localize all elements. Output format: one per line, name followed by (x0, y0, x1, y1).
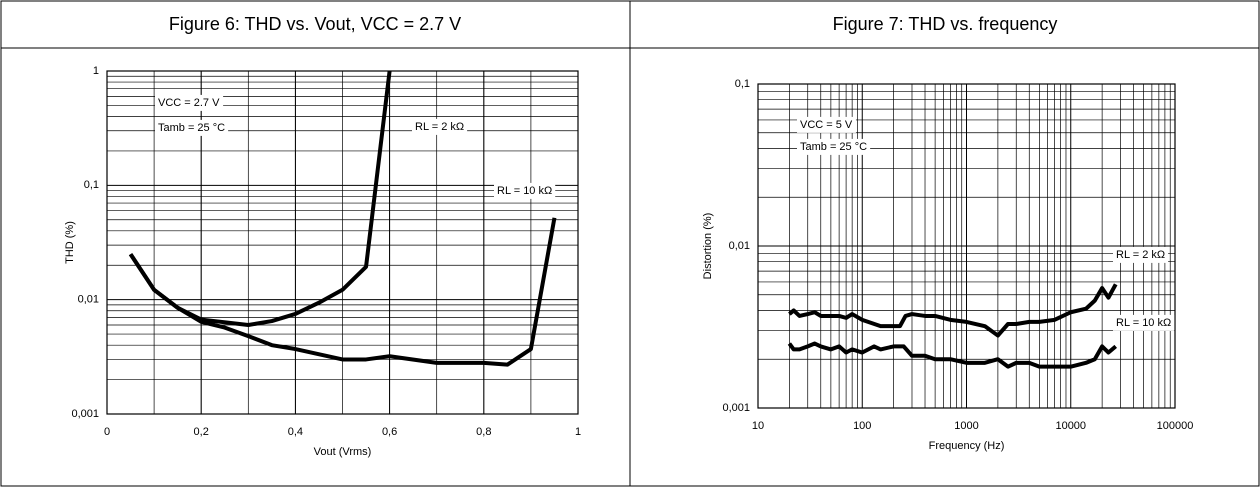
annotation-bg (797, 116, 856, 133)
series-label: RL = 10 kΩ (1116, 317, 1171, 329)
series-line (788, 283, 1118, 338)
chart-title: Figure 7: THD vs. frequency (833, 14, 1058, 34)
annotation: VCC = 2.7 V (158, 97, 220, 109)
annotation: Tamb = 25 °C (800, 141, 867, 153)
series-label-bg (412, 118, 468, 135)
series-line (787, 341, 1118, 369)
x-tick-label: 0 (104, 426, 110, 438)
y-tick-label: 0,1 (735, 78, 750, 90)
y-tick-label: 0,001 (71, 408, 99, 420)
plot-border (757, 83, 1176, 409)
y-axis-label: Distortion (%) (702, 213, 714, 280)
y-tick-label: 0,01 (729, 240, 750, 252)
x-axis-label: Frequency (Hz) (929, 440, 1005, 452)
annotation: VCC = 5 V (800, 119, 853, 131)
y-tick-label: 0,001 (722, 402, 750, 414)
x-tick-label: 10000 (1055, 420, 1086, 432)
x-tick-label: 0,6 (382, 426, 397, 438)
x-tick-label: 1000 (954, 420, 978, 432)
series-label: RL = 10 kΩ (497, 185, 552, 197)
series-label-bg (1113, 314, 1175, 331)
annotation: Tamb = 25 °C (158, 122, 225, 134)
annotation-bg (797, 138, 871, 155)
y-axis-label: THD (%) (64, 221, 76, 264)
annotation-bg (155, 119, 229, 136)
series-label-bg (1113, 246, 1169, 263)
chart-title: Figure 6: THD vs. Vout, VCC = 2.7 V (169, 14, 461, 34)
x-axis-label: Vout (Vrms) (314, 446, 372, 458)
series-label: RL = 2 kΩ (415, 121, 464, 133)
series-line (128, 217, 557, 367)
series-label-bg (494, 182, 556, 199)
x-tick-label: 10 (752, 420, 764, 432)
y-tick-label: 1 (93, 65, 99, 77)
series-label: RL = 2 kΩ (1116, 249, 1165, 261)
x-tick-label: 0,8 (476, 426, 491, 438)
x-tick-label: 1 (575, 426, 581, 438)
annotation-bg (155, 94, 224, 111)
x-tick-label: 0,2 (194, 426, 209, 438)
y-tick-label: 0,01 (78, 294, 99, 306)
plot-border (106, 70, 579, 415)
x-tick-label: 100 (853, 420, 871, 432)
x-tick-label: 0,4 (288, 426, 303, 438)
y-tick-label: 0,1 (84, 179, 99, 191)
x-tick-label: 100000 (1157, 420, 1194, 432)
